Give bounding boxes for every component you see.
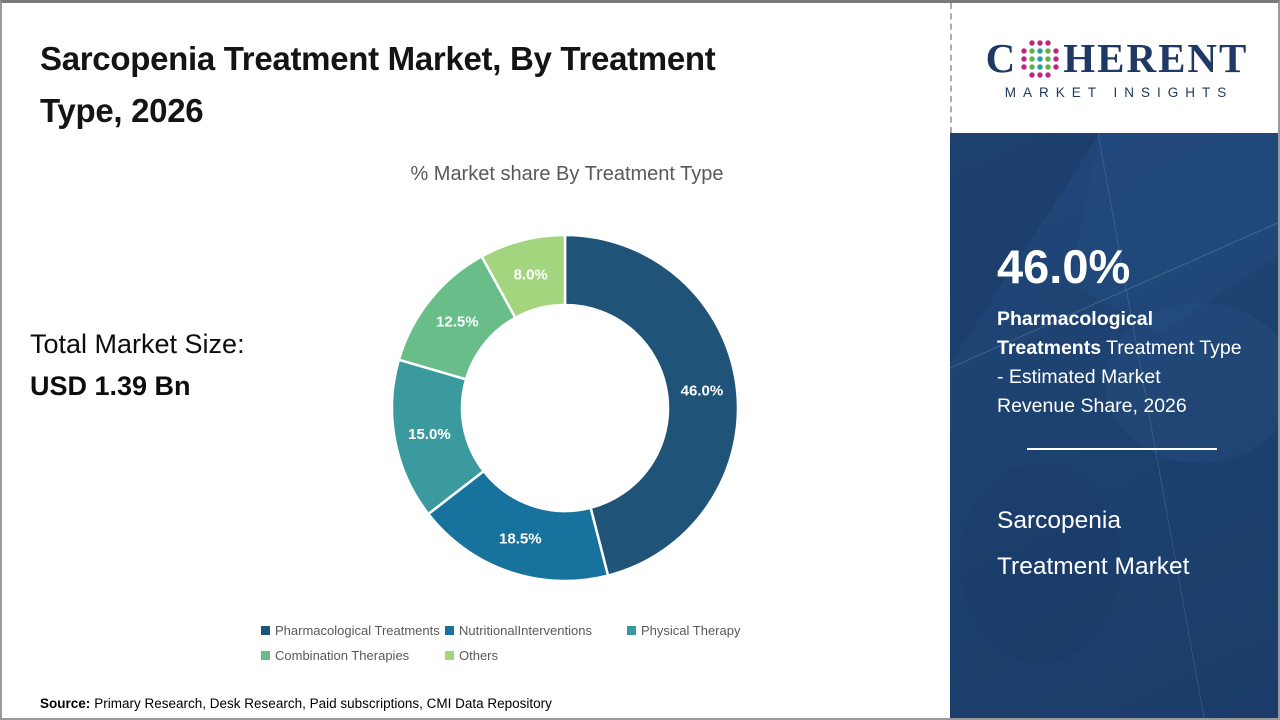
page-title: Sarcopenia Treatment Market, By Treatmen… <box>40 33 880 137</box>
donut-segment-1 <box>563 233 740 578</box>
legend-label: Others <box>459 648 499 663</box>
legend-label: Pharmacological Treatments <box>275 623 440 638</box>
highlight-caption-rest: Treatment Type - Estimated Market Revenu… <box>997 336 1242 417</box>
globe-dot <box>1045 63 1051 70</box>
chart-title: % Market share By Treatment Type <box>410 163 724 185</box>
globe-dot <box>1045 71 1051 78</box>
globe-dot <box>1037 55 1043 62</box>
company-logo: C HERENT MARKET INSIGHTS <box>950 3 1278 133</box>
globe-dot <box>1037 39 1043 46</box>
source-label: Source: <box>40 696 91 711</box>
globe-dot <box>1021 63 1027 70</box>
legend-item: Pharmacological Treatments <box>261 623 445 638</box>
donut-segment-label: 8.0% <box>514 266 548 283</box>
highlight-content: 46.0% Pharmacological Treatments Treatme… <box>950 133 1278 590</box>
globe-dot <box>1029 63 1035 70</box>
chart-legend: Pharmacological Treatments NutritionalInt… <box>261 623 740 663</box>
donut-chart: 46.0% 18.5% 15.0% 12.5% 8.0% <box>390 233 740 583</box>
donut-segment-5 <box>479 233 567 320</box>
globe-dot <box>1037 63 1043 70</box>
globe-dot <box>1045 55 1051 62</box>
donut-segment-label: 15.0% <box>408 426 451 443</box>
highlight-value: 46.0% <box>997 240 1131 293</box>
market-name-line2: Treatment Market <box>997 552 1190 580</box>
source-text: Primary Research, Desk Research, Paid su… <box>94 696 552 711</box>
total-market-size: Total Market Size: USD 1.39 Bn <box>30 323 245 407</box>
legend-swatch-icon <box>445 651 454 660</box>
globe-dot <box>1053 63 1059 70</box>
market-name: Sarcopenia Treatment Market <box>997 498 1246 590</box>
highlight-caption: Pharmacological Treatments Treatment Typ… <box>997 305 1243 421</box>
world-map-texture <box>950 133 1278 718</box>
legend-swatch-icon <box>445 626 454 635</box>
globe-dot <box>1029 55 1035 62</box>
legend-item: Combination Therapies <box>261 648 445 663</box>
highlight-caption-bold: Pharmacological Treatments <box>997 307 1154 359</box>
legend-item: NutritionalInterventions <box>445 623 627 638</box>
legend-swatch-icon <box>627 626 636 635</box>
globe-dot <box>1037 47 1043 54</box>
legend-swatch-icon <box>261 626 270 635</box>
globe-dot <box>1029 47 1035 54</box>
legend-swatch-icon <box>261 651 270 660</box>
donut-segment-label: 18.5% <box>499 531 542 548</box>
logo-subtitle: MARKET INSIGHTS <box>1004 84 1234 100</box>
logo-letter-c: C <box>985 35 1018 81</box>
total-market-size-value: USD 1.39 Bn <box>30 371 191 401</box>
legend-item: Physical Therapy <box>627 623 740 638</box>
source-line: Source: Primary Research, Desk Research, … <box>40 696 552 711</box>
donut-segment-label: 12.5% <box>436 314 479 331</box>
globe-dot <box>1053 47 1059 54</box>
legend-label: Physical Therapy <box>641 623 741 638</box>
highlight-panel: 46.0% Pharmacological Treatments Treatme… <box>950 133 1278 718</box>
market-name-line1: Sarcopenia <box>997 506 1121 534</box>
globe-dot <box>1029 71 1035 78</box>
globe-dot <box>1029 39 1035 46</box>
page-title-line2: Type, 2026 <box>40 92 204 129</box>
globe-dot <box>1053 55 1059 62</box>
globe-dot <box>1021 47 1027 54</box>
total-market-size-label: Total Market Size: <box>30 329 245 359</box>
globe-dot <box>1021 55 1027 62</box>
donut-segment-label: 46.0% <box>681 383 724 400</box>
logo-wordmark: C HERENT <box>986 37 1249 81</box>
logo-word-rest: HERENT <box>1063 35 1249 81</box>
panel-divider <box>1026 447 1217 450</box>
globe-dot <box>1045 39 1051 46</box>
right-panel: C HERENT MARKET INSIGHTS 46.0% Pharmacol… <box>950 3 1278 718</box>
globe-dot <box>1045 47 1051 54</box>
legend-item: Others <box>445 648 627 663</box>
legend-label: Combination Therapies <box>275 648 410 663</box>
dotted-globe-icon <box>1021 39 1059 78</box>
legend-label: NutritionalInterventions <box>459 623 592 638</box>
page-title-line1: Sarcopenia Treatment Market, By Treatmen… <box>40 40 716 77</box>
globe-dot <box>1037 71 1043 78</box>
